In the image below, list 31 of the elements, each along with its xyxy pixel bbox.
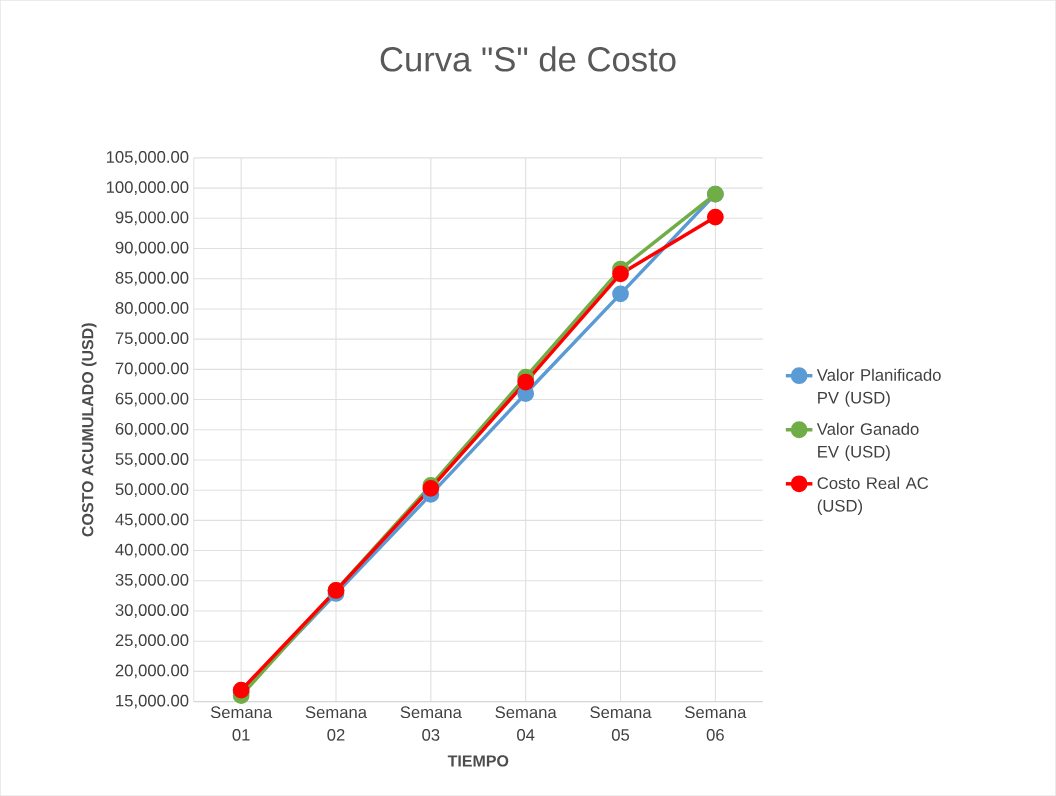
y-axis-title: COSTO ACUMULADO (USD) <box>81 323 97 537</box>
x-tick-label: Semana 04 <box>495 706 557 741</box>
y-tick-label: 65,000.00 <box>115 392 189 407</box>
y-tick-label: 30,000.00 <box>115 604 189 618</box>
y-tick-label: 55,000.00 <box>115 453 189 467</box>
y-tick-label: 95,000.00 <box>115 211 189 226</box>
legend-label: Valor Ganado EV (USD) <box>816 422 919 461</box>
y-tick-label: 85,000.00 <box>115 271 189 286</box>
x-axis-title: TIEMPO <box>447 755 509 767</box>
y-tick-label: 80,000.00 <box>115 302 189 316</box>
y-tick-label: 20,000.00 <box>115 664 189 679</box>
y-tick-label: 60,000.00 <box>115 422 189 437</box>
x-tick-label: Semana 01 <box>210 706 273 741</box>
legend-label: Costo Real AC (USD) <box>817 476 929 515</box>
y-tick-label: 50,000.00 <box>115 483 189 497</box>
x-tick-label: Semana 05 <box>590 706 652 741</box>
y-tick-label: 105,000.00 <box>106 150 189 165</box>
y-tick-label: 70,000.00 <box>115 362 189 377</box>
y-tick-label: 40,000.00 <box>115 543 189 558</box>
y-tick-label: 25,000.00 <box>115 634 189 649</box>
y-tick-label: 35,000.00 <box>115 573 189 588</box>
y-tick-label: 15,000.00 <box>116 694 189 709</box>
legend-label: Valor Planificado PV (USD) <box>816 368 941 407</box>
x-tick-label: Semana 06 <box>685 706 747 741</box>
y-tick-label: 45,000.00 <box>115 513 189 528</box>
y-tick-label: 90,000.00 <box>115 241 189 256</box>
x-tick-label: Semana 03 <box>400 706 462 741</box>
x-tick-label: Semana 02 <box>305 706 368 741</box>
chart-title: Curva "S" de Costo <box>380 46 676 72</box>
y-tick-label: 100,000.00 <box>106 181 189 195</box>
y-tick-label: 75,000.00 <box>115 332 189 346</box>
